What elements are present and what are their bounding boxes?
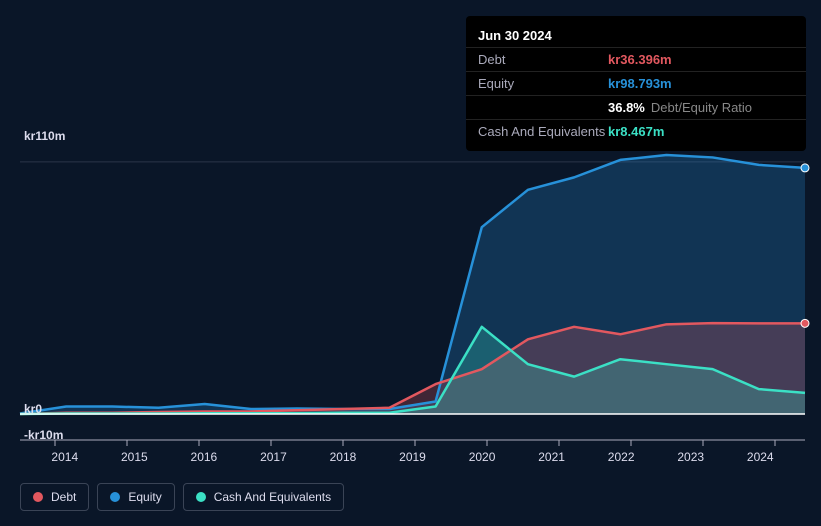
tooltip-row-value: kr98.793m (608, 76, 672, 91)
legend-item-equity[interactable]: Equity (97, 483, 174, 511)
x-axis-tick: 2024 (725, 450, 795, 464)
chart-legend: Debt Equity Cash And Equivalents (20, 483, 344, 511)
x-axis: 2014201520162017201820192020202120222023… (20, 450, 805, 464)
tooltip-row-cash: Cash And Equivalentskr8.467m (466, 119, 806, 143)
tooltip-row-label (478, 100, 608, 115)
tooltip-row-label: Cash And Equivalents (478, 124, 608, 139)
legend-label: Debt (51, 490, 76, 504)
series-end-marker-equity (801, 164, 809, 172)
x-axis-tick: 2018 (308, 450, 378, 464)
legend-label: Cash And Equivalents (214, 490, 331, 504)
y-axis-label: -kr10m (24, 428, 63, 442)
x-axis-tick: 2014 (30, 450, 100, 464)
tooltip-row-debt: Debtkr36.396m (466, 47, 806, 71)
y-axis-label: kr0 (24, 402, 42, 416)
tooltip-row-label: Debt (478, 52, 608, 67)
legend-item-cash[interactable]: Cash And Equivalents (183, 483, 344, 511)
legend-item-debt[interactable]: Debt (20, 483, 89, 511)
x-axis-tick: 2023 (656, 450, 726, 464)
tooltip-date: Jun 30 2024 (466, 24, 806, 47)
tooltip-row-value: kr8.467m (608, 124, 664, 139)
x-axis-tick: 2016 (169, 450, 239, 464)
x-axis-tick: 2021 (517, 450, 587, 464)
x-axis-tick: 2015 (100, 450, 170, 464)
tooltip-row-suffix: Debt/Equity Ratio (651, 100, 752, 115)
tooltip-row-value: kr36.396m (608, 52, 672, 67)
series-end-marker-debt (801, 319, 809, 327)
legend-dot-icon (110, 492, 120, 502)
tooltip-row-equity: Equitykr98.793m (466, 71, 806, 95)
y-axis-label: kr110m (24, 129, 65, 143)
legend-dot-icon (33, 492, 43, 502)
tooltip-row-label: Equity (478, 76, 608, 91)
legend-label: Equity (128, 490, 161, 504)
x-axis-tick: 2017 (239, 450, 309, 464)
tooltip-row-value: 36.8%Debt/Equity Ratio (608, 100, 752, 115)
x-axis-tick: 2019 (378, 450, 448, 464)
tooltip-row-ratio: 36.8%Debt/Equity Ratio (466, 95, 806, 119)
legend-dot-icon (196, 492, 206, 502)
x-axis-tick: 2022 (586, 450, 656, 464)
chart-tooltip: Jun 30 2024 Debtkr36.396mEquitykr98.793m… (466, 16, 806, 151)
x-axis-tick: 2020 (447, 450, 517, 464)
